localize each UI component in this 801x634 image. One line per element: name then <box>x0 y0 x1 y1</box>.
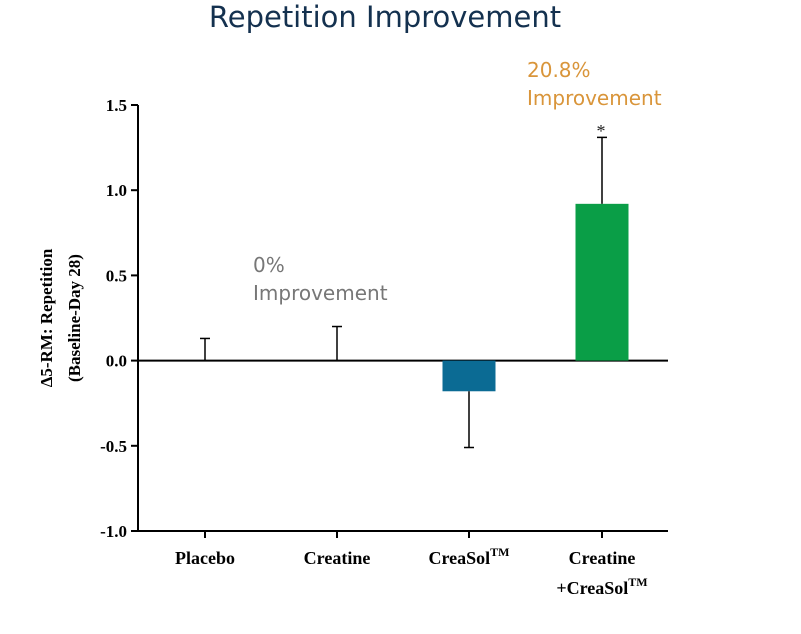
x-tick-label-2: Creatine <box>304 548 371 568</box>
annotation-zero-improvement: Improvement <box>253 281 388 305</box>
x-tick-label-1: Placebo <box>175 548 235 568</box>
x-tick-labels: Placebo Creatine CreaSolTM Creatine +CreaSol… <box>175 545 648 598</box>
x-tick-label-4-line2: +CreaSolTM <box>556 575 647 598</box>
bars <box>442 203 629 392</box>
bar-4 <box>575 203 629 361</box>
y-tick-labels: 1.5 1.0 0.5 0.0 -0.5 -1.0 <box>100 96 127 541</box>
y-tick-label: 1.5 <box>106 96 127 115</box>
y-axis-label: Δ5-RM: Repetition <box>37 248 56 387</box>
chart-title: Repetition Improvement <box>208 0 562 34</box>
annotation-top-improvement: Improvement <box>527 86 662 110</box>
trademark-superscript: TM <box>628 575 647 589</box>
x-tick-label-4: Creatine <box>569 548 636 568</box>
error-bars <box>200 136 607 449</box>
annotation-top-percent: 20.8% <box>527 58 591 82</box>
y-tick-label: 0.0 <box>106 352 127 371</box>
y-tick-label: 1.0 <box>106 181 127 200</box>
y-tick-label: -1.0 <box>100 522 127 541</box>
y-tick-label: 0.5 <box>106 266 127 285</box>
y-tick-label: -0.5 <box>100 437 127 456</box>
x-tick-label-3: CreaSolTM <box>428 545 509 568</box>
annotation-zero-percent: 0% <box>253 253 285 277</box>
y-axis-label-sub: (Baseline-Day 28) <box>65 254 84 382</box>
trademark-superscript: TM <box>490 545 509 559</box>
bar-3 <box>442 360 496 392</box>
significance-star: * <box>597 121 606 141</box>
